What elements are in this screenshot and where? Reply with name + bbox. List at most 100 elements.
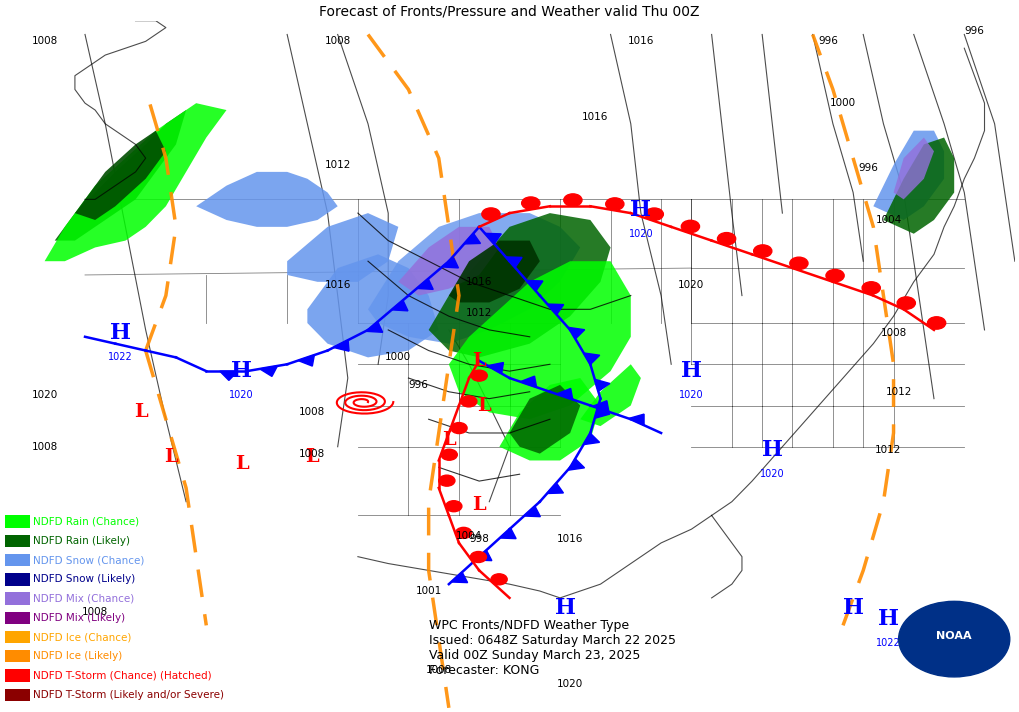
Polygon shape <box>55 110 186 241</box>
Text: 1020: 1020 <box>32 390 58 400</box>
Bar <box>5 592 31 604</box>
Bar <box>5 535 31 547</box>
Text: 1012: 1012 <box>875 445 902 455</box>
Circle shape <box>441 449 458 460</box>
Polygon shape <box>595 407 609 419</box>
Text: 1012: 1012 <box>886 387 912 397</box>
Text: 1008: 1008 <box>880 328 907 338</box>
Polygon shape <box>584 353 600 365</box>
Text: 1016: 1016 <box>628 36 654 46</box>
Text: 1020: 1020 <box>679 390 704 400</box>
Text: H: H <box>631 199 651 221</box>
Text: L: L <box>473 352 486 370</box>
Circle shape <box>754 245 771 257</box>
Circle shape <box>826 269 844 282</box>
Polygon shape <box>521 376 537 387</box>
Polygon shape <box>308 254 439 357</box>
Title: Forecast of Fronts/Pressure and Weather valid Thu 00Z: Forecast of Fronts/Pressure and Weather … <box>319 4 700 19</box>
Text: H: H <box>110 323 130 345</box>
Text: L: L <box>133 404 148 422</box>
FancyBboxPatch shape <box>4 21 1015 708</box>
Circle shape <box>605 198 624 210</box>
Polygon shape <box>873 131 944 220</box>
Text: 996: 996 <box>818 36 838 46</box>
Polygon shape <box>75 131 166 220</box>
Text: NDFD Ice (Likely): NDFD Ice (Likely) <box>34 651 122 661</box>
Circle shape <box>455 528 472 538</box>
Text: 998: 998 <box>469 535 489 545</box>
Circle shape <box>897 297 915 309</box>
Polygon shape <box>448 241 540 303</box>
Polygon shape <box>367 322 383 333</box>
Bar <box>5 631 31 643</box>
Text: 1000: 1000 <box>385 352 412 362</box>
Polygon shape <box>894 137 934 199</box>
Text: 1020: 1020 <box>679 281 704 290</box>
Text: H: H <box>762 439 783 461</box>
Polygon shape <box>417 279 433 289</box>
Text: NDFD Snow (Chance): NDFD Snow (Chance) <box>34 555 145 565</box>
Polygon shape <box>499 378 600 461</box>
Text: 1016: 1016 <box>466 277 492 287</box>
Text: 1016: 1016 <box>582 112 608 122</box>
Text: 1001: 1001 <box>416 586 442 596</box>
Text: 1016: 1016 <box>324 281 351 290</box>
Text: 1022: 1022 <box>108 352 132 362</box>
Text: 996: 996 <box>409 380 428 390</box>
Text: H: H <box>843 597 864 619</box>
Polygon shape <box>260 366 277 377</box>
Bar <box>5 573 31 585</box>
Polygon shape <box>442 257 459 268</box>
Polygon shape <box>398 227 499 295</box>
Circle shape <box>522 197 540 209</box>
Bar <box>5 554 31 566</box>
Text: 1004: 1004 <box>455 531 482 541</box>
Text: 1008: 1008 <box>32 441 58 451</box>
Polygon shape <box>448 261 631 419</box>
Bar <box>5 612 31 624</box>
Text: 1008: 1008 <box>32 36 58 46</box>
Circle shape <box>717 233 736 245</box>
Circle shape <box>461 396 477 407</box>
Text: 1012: 1012 <box>466 308 492 318</box>
Text: 1012: 1012 <box>324 160 351 170</box>
Circle shape <box>682 220 699 233</box>
Polygon shape <box>569 459 585 470</box>
Polygon shape <box>220 371 238 380</box>
Polygon shape <box>391 300 408 311</box>
Text: 1008: 1008 <box>426 665 451 675</box>
Polygon shape <box>595 379 610 392</box>
Text: L: L <box>478 397 491 414</box>
Circle shape <box>899 602 1010 677</box>
Polygon shape <box>464 234 481 244</box>
Text: 1020: 1020 <box>760 469 785 479</box>
Polygon shape <box>629 414 644 425</box>
Polygon shape <box>451 572 468 582</box>
Circle shape <box>471 370 487 381</box>
Text: WPC Fronts/NDFD Weather Type
Issued: 0648Z Saturday March 22 2025
Valid 00Z Sund: WPC Fronts/NDFD Weather Type Issued: 064… <box>429 619 676 676</box>
Text: NDFD Mix (Likely): NDFD Mix (Likely) <box>34 613 125 623</box>
Text: NDFD T-Storm (Likely and/or Severe): NDFD T-Storm (Likely and/or Severe) <box>34 690 224 700</box>
Polygon shape <box>45 103 226 261</box>
Polygon shape <box>547 483 564 493</box>
Circle shape <box>790 257 808 270</box>
Circle shape <box>451 422 467 434</box>
Circle shape <box>564 194 582 206</box>
Text: 1022: 1022 <box>876 637 901 647</box>
Circle shape <box>439 475 454 486</box>
Polygon shape <box>488 362 503 374</box>
Text: L: L <box>164 448 177 466</box>
Bar <box>5 689 31 701</box>
Polygon shape <box>299 355 314 366</box>
Polygon shape <box>429 213 610 357</box>
Text: NDFD Mix (Chance): NDFD Mix (Chance) <box>34 594 135 604</box>
Polygon shape <box>197 172 337 227</box>
Text: NOAA: NOAA <box>936 631 972 641</box>
Text: H: H <box>681 360 702 382</box>
Polygon shape <box>476 550 492 560</box>
Text: 1008: 1008 <box>82 607 108 617</box>
Text: H: H <box>878 607 899 629</box>
Bar <box>5 669 31 681</box>
Bar <box>5 650 31 662</box>
Text: NDFD Rain (Chance): NDFD Rain (Chance) <box>34 517 140 527</box>
